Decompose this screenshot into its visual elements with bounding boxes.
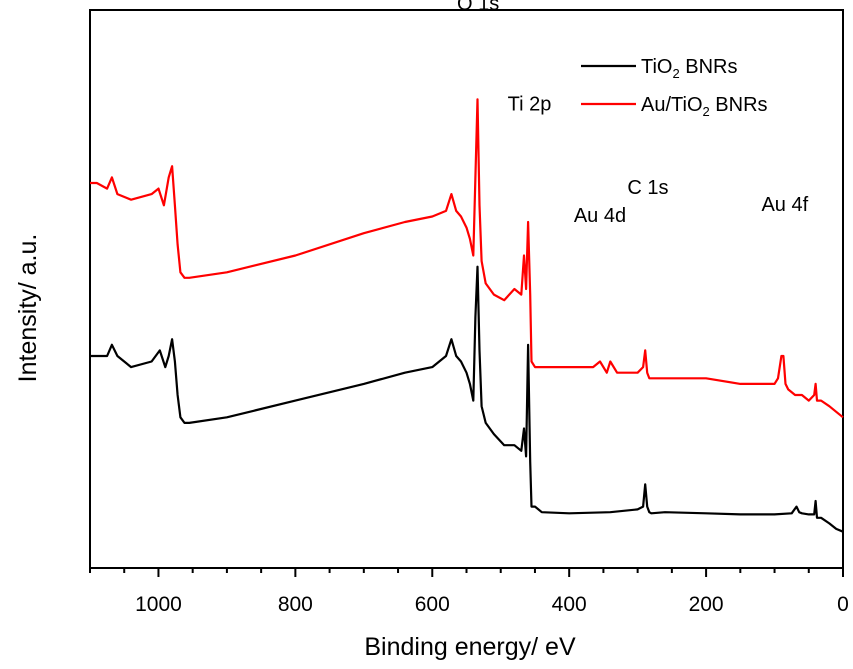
x-tick-label: 400: [552, 593, 587, 616]
x-tick-label: 1000: [135, 593, 182, 616]
peak-annotation: C 1s: [627, 177, 668, 199]
series-line-tio2-bnrs: [90, 265, 844, 533]
x-tick-label: 600: [415, 593, 450, 616]
legend-label-0: TiO2 BNRs: [641, 56, 738, 81]
peak-annotation: Au 4f: [761, 194, 808, 216]
x-tick-label: 0: [837, 593, 849, 616]
legend-label-1: Au/TiO2 BNRs: [641, 94, 768, 119]
x-tick-label: 800: [278, 593, 313, 616]
x-tick-label: 200: [689, 593, 724, 616]
peak-annotation: O 1s: [457, 0, 499, 15]
peak-annotation: Au 4d: [574, 205, 626, 227]
y-axis-label: Intensity/ a.u.: [14, 234, 42, 383]
peak-annotation: Ti 2p: [508, 93, 552, 115]
series-line-au-tio2-bnrs: [90, 98, 844, 419]
x-axis-label: Binding energy/ eV: [364, 633, 576, 661]
